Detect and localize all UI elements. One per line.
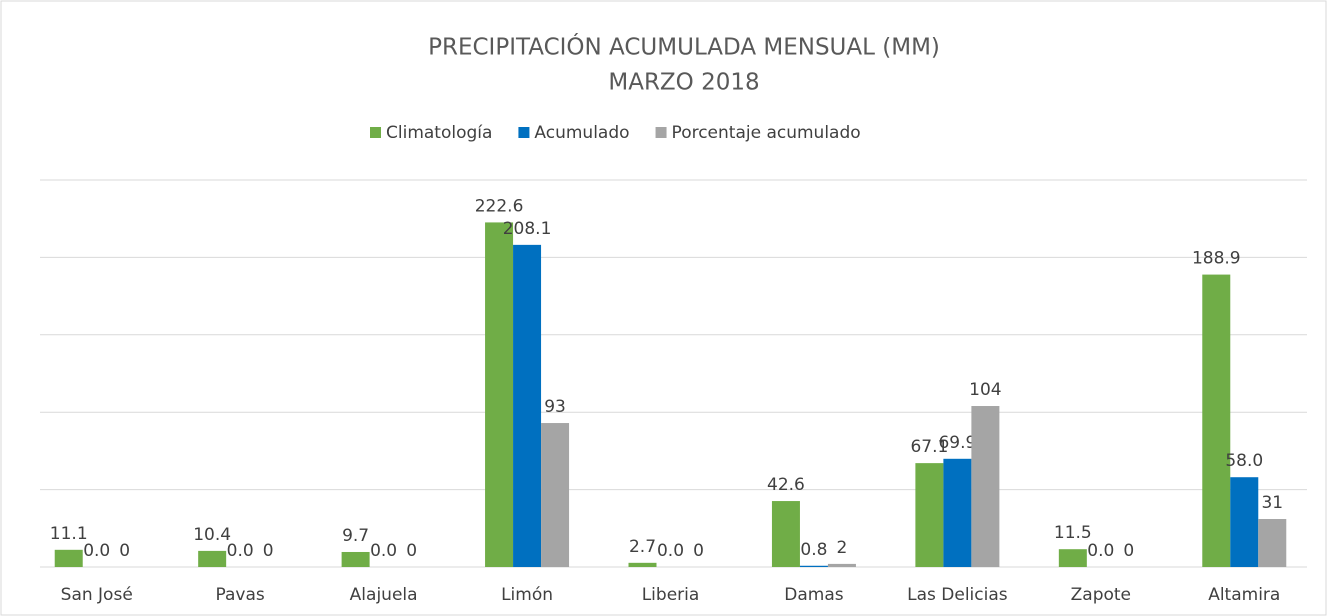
data-label: 0: [1123, 541, 1134, 561]
data-label: 93: [544, 397, 566, 417]
data-label: 0.0: [370, 541, 397, 561]
bar: [1258, 519, 1287, 567]
x-tick-label: Limón: [501, 585, 553, 605]
bar: [1058, 549, 1087, 567]
chart-subtitle: MARZO 2018: [608, 70, 759, 96]
x-tick-label: Las Delicias: [907, 585, 1008, 605]
data-label: 2: [837, 538, 848, 558]
legend-swatch: [370, 127, 381, 138]
data-label: 9.7: [342, 526, 369, 546]
data-label: 222.6: [475, 196, 524, 216]
data-label: 0.0: [227, 541, 254, 561]
bar: [541, 423, 570, 567]
data-label: 188.9: [1192, 249, 1241, 269]
data-label: 0.0: [83, 541, 110, 561]
bar: [513, 244, 542, 567]
legend-label: Porcentaje acumulado: [672, 123, 861, 143]
data-label: 0: [119, 541, 130, 561]
data-label: 0.8: [800, 540, 827, 560]
data-label: 11.1: [50, 524, 88, 544]
legend-label: Acumulado: [534, 123, 629, 143]
x-tick-label: Altamira: [1208, 585, 1280, 605]
bar: [971, 406, 1000, 567]
bar: [771, 501, 800, 567]
data-label: 0: [406, 541, 417, 561]
bar: [1230, 477, 1259, 567]
bar: [943, 458, 972, 567]
data-label: 58.0: [1225, 451, 1263, 471]
x-tick-label: San José: [61, 585, 133, 605]
data-label: 0.0: [1087, 541, 1114, 561]
bar: [341, 551, 370, 567]
data-label: 0.0: [657, 541, 684, 561]
x-tick-label: Pavas: [216, 585, 265, 605]
data-label: 0: [263, 541, 274, 561]
bar: [915, 463, 944, 567]
chart-title: PRECIPITACIÓN ACUMULADA MENSUAL (MM): [428, 33, 940, 61]
bar: [1202, 274, 1231, 567]
x-tick-label: Zapote: [1071, 585, 1131, 605]
data-label: 10.4: [193, 525, 231, 545]
data-label: 2.7: [629, 537, 656, 557]
bar: [799, 565, 828, 567]
x-tick-label: Alajuela: [350, 585, 418, 605]
legend-label: Climatología: [386, 123, 492, 143]
data-label: 0: [693, 541, 704, 561]
bar: [485, 222, 514, 567]
data-label: 42.6: [767, 475, 805, 495]
data-label: 208.1: [503, 219, 552, 239]
x-tick-label: Damas: [784, 585, 843, 605]
legend-swatch: [518, 127, 530, 138]
data-label: 11.5: [1054, 523, 1092, 543]
data-label: 69.9: [938, 433, 976, 453]
data-label: 67.1: [910, 437, 948, 457]
data-label: 104: [969, 380, 1001, 400]
x-tick-label: Liberia: [642, 585, 700, 605]
legend-swatch: [655, 127, 667, 138]
bar: [827, 563, 856, 567]
bar: [54, 549, 83, 567]
bar: [628, 562, 657, 567]
data-label: 31: [1261, 493, 1283, 513]
bar: [198, 550, 227, 567]
